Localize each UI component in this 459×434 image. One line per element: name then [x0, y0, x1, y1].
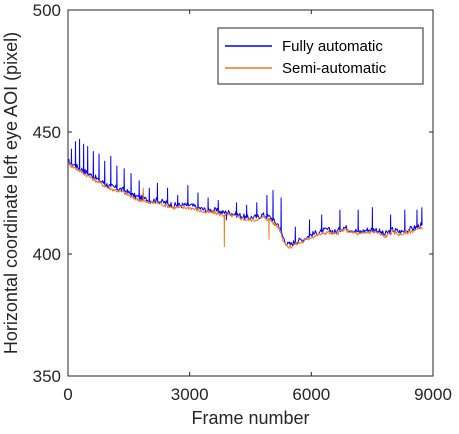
series-layer: [67, 138, 423, 249]
legend-label-fully-automatic: Fully automatic: [282, 38, 383, 55]
legend-label-semi-automatic: Semi-automatic: [282, 60, 387, 77]
legend: Fully automatic Semi-automatic: [217, 27, 424, 85]
legend-box: [217, 27, 424, 85]
y-tick-label: 400: [33, 245, 61, 264]
y-tick-label: 350: [33, 367, 61, 386]
x-tick-label: 3000: [171, 385, 209, 404]
y-axis-label: Horizontal coordinate left eye AOI (pixe…: [1, 32, 21, 354]
y-tick-label: 450: [33, 123, 61, 142]
plot-frame: [67, 9, 434, 377]
x-tick-label: 6000: [292, 385, 330, 404]
y-tick-label: 500: [33, 1, 61, 20]
x-tick-label: 0: [63, 385, 72, 404]
series-line-semi-automatic: [67, 162, 423, 249]
x-axis-label: Frame number: [191, 408, 309, 428]
ticks-layer: 0 3000 6000 9000 350 400 450 500: [33, 1, 452, 404]
x-tick-label: 9000: [414, 385, 452, 404]
